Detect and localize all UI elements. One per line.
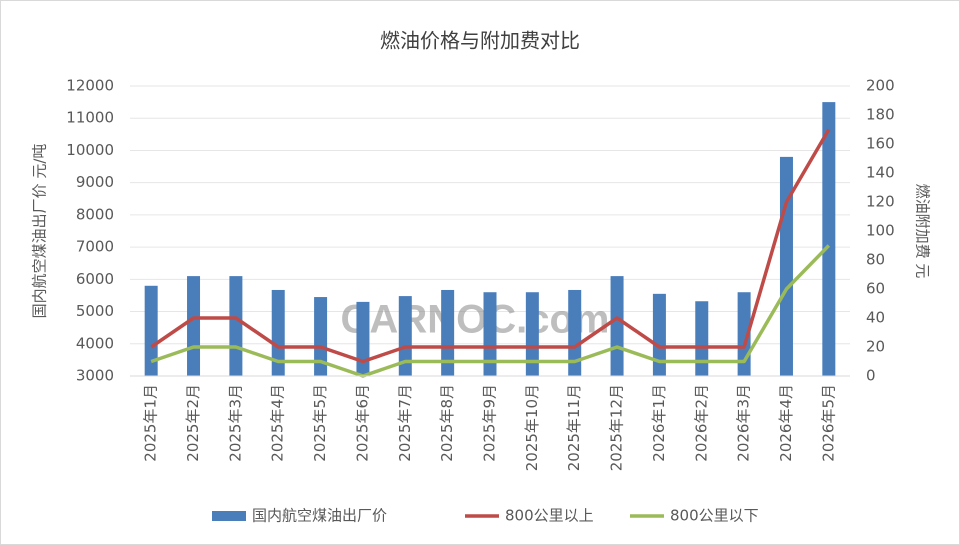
chart-title: 燃油价格与附加费对比 [380,29,580,53]
x-tick-label: 2025年4月 [269,384,287,462]
y-tick-label: 6000 [76,270,114,288]
legend-label: 800公里以上 [505,507,594,525]
y2-tick-label: 100 [866,222,895,240]
bar [314,297,328,376]
legend-swatch [212,511,246,521]
bar [779,156,793,376]
y-tick-label: 4000 [76,334,114,352]
bar [356,301,370,376]
line [150,244,831,378]
y-tick-label: 12000 [66,77,114,95]
x-tick-label: 2025年6月 [353,384,371,462]
bar [568,289,582,376]
bar [483,292,497,376]
y-tick-label: 5000 [76,302,114,320]
x-tick-label: 2026年3月 [735,384,753,462]
bar [271,289,285,376]
y-tick-label: 3000 [76,367,114,385]
bar [525,292,539,376]
y2-tick-label: 180 [866,106,895,124]
x-tick-label: 2025年7月 [396,384,414,462]
line [150,128,831,364]
y2-tick-label: 80 [866,251,885,269]
y2-tick-label: 0 [866,367,876,385]
bar [441,289,455,376]
y2-axis-label: 燃油附加费 元 [914,184,932,279]
bar [652,293,666,376]
x-tick-label: 2025年10月 [523,384,541,471]
x-tick-label: 2026年4月 [777,384,795,462]
x-tick-label: 2025年1月 [142,384,160,462]
y2-tick-label: 60 [866,280,885,298]
x-tick-label: 2025年5月 [311,384,329,462]
x-tick-label: 2025年9月 [481,384,499,462]
y-axis-label: 国内航空煤油出厂价 元/吨 [31,144,49,319]
y2-tick-label: 140 [866,164,895,182]
y2-tick-label: 20 [866,338,885,356]
bar [229,276,243,376]
x-tick-label: 2025年8月 [438,384,456,462]
x-tick-label: 2026年5月 [819,384,837,462]
x-tick-label: 2026年2月 [692,384,710,462]
bar [822,102,836,376]
x-tick-label: 2025年11月 [565,384,583,471]
bar [187,276,201,376]
x-tick-label: 2025年12月 [608,384,626,471]
legend-label: 800公里以下 [670,507,759,525]
x-tick-label: 2025年2月 [184,384,202,462]
y-tick-label: 8000 [76,205,114,223]
y2-tick-label: 120 [866,193,895,211]
x-tick-label: 2026年1月 [650,384,668,462]
y2-tick-label: 200 [866,77,895,95]
bar [144,285,158,376]
bar [398,296,412,376]
bar [610,276,624,376]
legend-label: 国内航空煤油出厂价 [252,507,387,525]
y2-tick-label: 40 [866,309,885,327]
y-tick-label: 11000 [66,109,114,127]
watermark: CARNOC.com [341,298,610,342]
y-tick-label: 10000 [66,141,114,159]
y-tick-label: 7000 [76,238,114,256]
bar [695,301,709,376]
y-tick-label: 9000 [76,173,114,191]
x-tick-label: 2025年3月 [226,384,244,462]
y2-tick-label: 160 [866,135,895,153]
